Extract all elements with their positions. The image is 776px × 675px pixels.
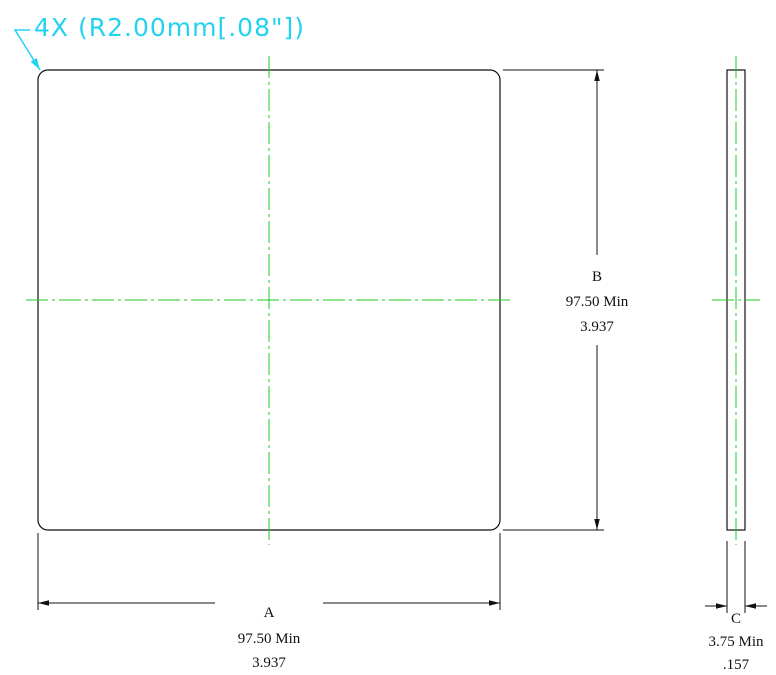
radius-callout-text: 4X (R2.00mm[.08"]) bbox=[34, 13, 305, 42]
callout-leader bbox=[13, 29, 41, 71]
side-view bbox=[712, 56, 760, 545]
dimension-b-label: B bbox=[592, 269, 602, 285]
front-view bbox=[26, 56, 512, 545]
dimension-c-metric: 3.75 Min bbox=[708, 634, 764, 650]
dimension-c-imperial: .157 bbox=[723, 657, 750, 673]
dimension-a-imperial: 3.937 bbox=[252, 655, 286, 671]
dimension-b: B 97.50 Min 3.937 bbox=[503, 69, 629, 531]
dimension-c: C 3.75 Min .157 bbox=[705, 541, 767, 673]
radius-callout: 4X (R2.00mm[.08"]) bbox=[13, 13, 305, 71]
dimension-b-imperial: 3.937 bbox=[580, 319, 614, 335]
dimension-c-label: C bbox=[731, 611, 741, 627]
dimension-a-metric: 97.50 Min bbox=[238, 631, 301, 647]
dimension-a-label: A bbox=[264, 605, 275, 621]
dimension-b-metric: 97.50 Min bbox=[566, 294, 629, 310]
dimension-a: A 97.50 Min 3.937 bbox=[37, 533, 501, 671]
